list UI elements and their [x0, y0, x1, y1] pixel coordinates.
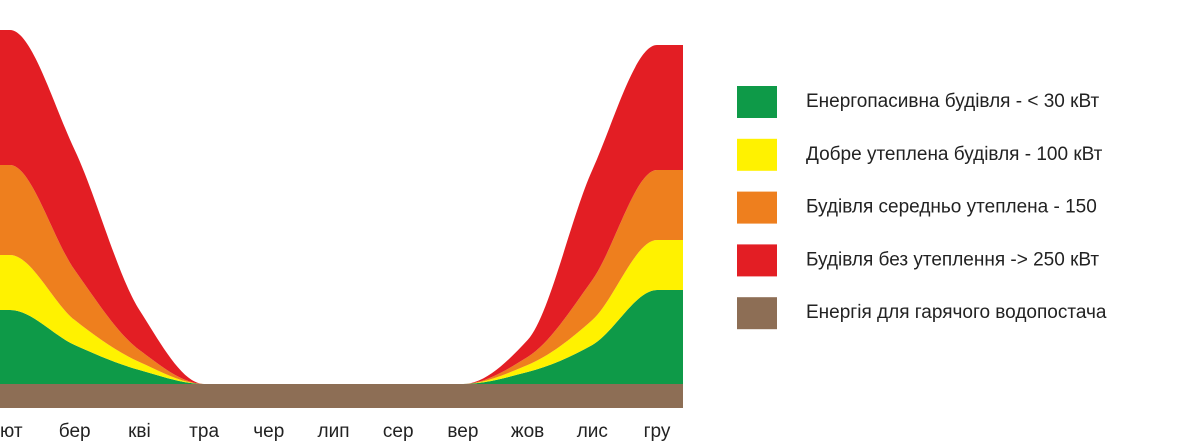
legend-label: Енергія для гарячого водопостача [806, 302, 1107, 323]
legend-swatch [737, 297, 777, 330]
x-tick-label: лип [318, 421, 350, 442]
legend-label: Енергопасивна будівля - < 30 кВт [806, 91, 1099, 112]
x-tick-label: лис [577, 421, 608, 442]
plot-area [0, 30, 683, 408]
x-tick-label: кві [128, 421, 151, 442]
x-tick-label: бер [59, 421, 91, 442]
area [0, 384, 683, 408]
legend-swatch [737, 138, 777, 171]
legend-label: Будівля середньо утеплена - 150 [806, 197, 1097, 218]
legend-swatch [737, 244, 777, 277]
x-tick-label: гру [644, 421, 671, 442]
x-tick-label: тра [189, 421, 219, 442]
legend-label: Будівля без утеплення -> 250 кВт [806, 249, 1099, 270]
x-tick-label: вер [447, 421, 478, 442]
x-tick-label: ют [0, 421, 23, 442]
x-tick-label: чер [253, 421, 284, 442]
x-tick-label: сер [383, 421, 414, 442]
legend-label: Добре утеплена будівля - 100 кВт [806, 144, 1103, 165]
legend-swatch [737, 191, 777, 224]
legend-swatch [737, 86, 777, 118]
x-tick-label: жов [511, 421, 544, 442]
area [0, 290, 683, 384]
